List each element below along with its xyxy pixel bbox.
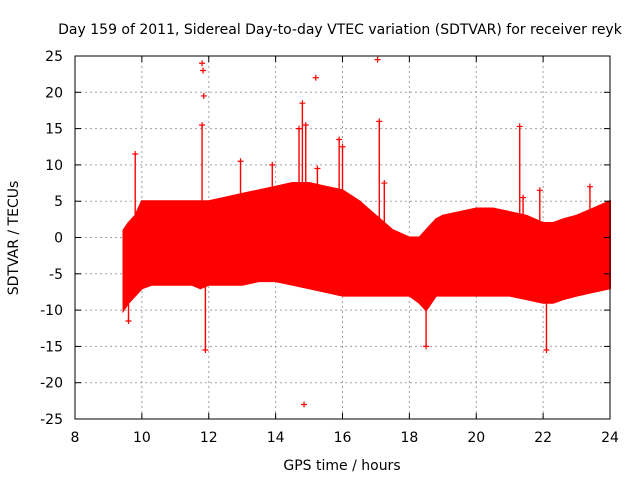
y-tick-label: -15 [40, 339, 63, 355]
data-point-marker [199, 121, 206, 128]
data-point-marker [125, 317, 132, 324]
data-point-marker [299, 100, 306, 107]
y-axis-label: SDTVAR / TECUs [6, 181, 22, 296]
data-point-marker [336, 136, 343, 143]
data-point-marker [200, 67, 207, 74]
data-point-marker [516, 123, 523, 130]
data-point-marker [543, 347, 550, 354]
x-tick-label: 8 [71, 430, 80, 446]
y-tick-label: -10 [40, 303, 63, 319]
y-tick-label: 20 [45, 85, 63, 101]
x-tick-label: 18 [400, 430, 418, 446]
y-tick-label: 10 [45, 158, 63, 174]
data-point-marker [237, 158, 244, 165]
data-point-marker [374, 56, 381, 63]
data-point-marker [200, 92, 207, 99]
y-tick-label: 0 [54, 231, 63, 247]
x-tick-label: 14 [267, 430, 285, 446]
data-point-marker [381, 180, 388, 187]
tick-layer [74, 55, 611, 420]
y-tick-label: 15 [45, 122, 63, 138]
data-point-marker [269, 161, 276, 168]
data-point-marker [376, 118, 383, 125]
chart-title: Day 159 of 2011, Sidereal Day-to-day VTE… [58, 22, 623, 38]
y-tick-label: -25 [40, 412, 63, 428]
x-tick-label: 22 [534, 430, 552, 446]
data-point-marker [586, 183, 593, 190]
data-point-marker [339, 143, 346, 150]
data-point-marker [520, 194, 527, 201]
data-layer [122, 56, 611, 408]
sdtvar-data-band [122, 182, 611, 314]
x-tick-label: 16 [334, 430, 352, 446]
data-point-marker [312, 74, 319, 81]
x-tick-label: 24 [601, 430, 619, 446]
data-point-marker [302, 121, 309, 128]
y-tick-label: 5 [54, 194, 63, 210]
data-point-marker [301, 401, 308, 408]
y-tick-label: 25 [45, 49, 63, 65]
x-axis-label: GPS time / hours [283, 458, 400, 474]
data-point-marker [202, 347, 209, 354]
data-point-marker [314, 165, 321, 172]
tick-label-layer: 8 10 12 14 16 18 20 22 24 -25 -20 -15 -10 -5 0 5 10 15 20 2… [40, 49, 619, 446]
y-tick-label: -20 [40, 376, 63, 392]
data-point-marker [132, 151, 139, 158]
data-point-marker [296, 125, 303, 132]
data-point-marker [199, 60, 206, 67]
x-tick-label: 20 [467, 430, 485, 446]
data-point-marker [536, 187, 543, 194]
x-tick-label: 12 [200, 430, 218, 446]
x-tick-label: 10 [133, 430, 151, 446]
y-tick-label: -5 [49, 267, 63, 283]
data-point-marker [423, 343, 430, 350]
